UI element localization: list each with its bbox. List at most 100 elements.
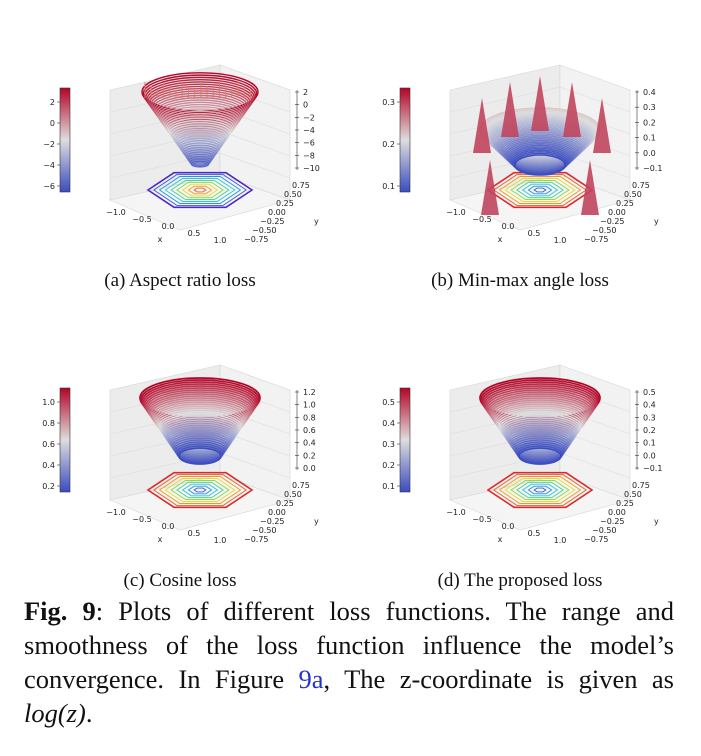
surface-band [160,106,240,134]
surface-band [163,421,237,448]
figure-reference-link[interactable]: 9a [298,664,324,694]
y-tick-a: −0.50 [252,226,277,235]
x-tick-b: −1.0 [446,208,465,217]
y-tick-d: −0.75 [584,535,609,544]
surface-peak [563,82,581,137]
surface-band [160,415,240,444]
surface-band [186,153,214,164]
surface-band [517,445,563,464]
x-tick-d: 1.0 [554,536,567,545]
z-tick-a: −8 [303,151,315,160]
colorbar-tick-c: 0.2 [42,482,55,491]
x-tick-c: −1.0 [106,508,125,517]
surface-band [500,415,580,444]
x-tick-b: 1.0 [554,236,567,245]
plot-panel-b: 0.3 0.2 0.1 0.4 0.3 0.2 0.1 0.0 −0.1 −1.0 −0.5 0.0 0… [350,20,690,305]
colorbar-tick-b: 0.1 [382,182,395,191]
contour-line [527,485,553,495]
contour-line [527,185,553,195]
surface-band [503,421,577,448]
surface-band [142,74,258,114]
y-tick-b: 0.25 [616,199,634,208]
z-tick-a: 2 [303,88,308,97]
contour-line [521,183,559,197]
y-tick-c: −0.25 [260,517,285,526]
y-tick-a: 0.50 [284,190,302,199]
colorbar-tick-d: 0.4 [382,419,395,428]
colorbar-tick-a: −4 [43,161,55,170]
surface-peak [473,98,491,153]
surface-band [512,437,568,459]
surface-band [514,441,566,461]
contour-line [533,187,547,193]
surface-band [190,160,210,168]
z-tick-b: 0.3 [643,103,656,112]
y-tick-a: −0.75 [244,235,269,244]
colorbar-tick-d: 0.3 [382,440,395,449]
z-tick-a: −2 [303,113,315,122]
surface-band [511,435,569,457]
y-tick-a: −0.25 [260,217,285,226]
y-tick-c: −0.75 [244,535,269,544]
contour-line [533,487,547,493]
z-tick-c: 0.8 [303,413,316,422]
z-tick-c: 0.6 [303,426,316,435]
z-tick-d: 0.3 [643,413,656,422]
contour-line [504,478,576,502]
surface-band [152,92,248,125]
surface-band [493,403,587,436]
x-tick-b: 0.5 [528,229,541,238]
surface-a [141,72,259,168]
surface-band [156,99,244,129]
surface-peak [593,98,611,153]
surface-band [166,117,234,141]
surface-band [513,439,567,460]
surface-c [139,377,261,465]
contour-line [510,479,570,501]
caption-math: log(z) [24,698,86,728]
y-tick-b: −0.25 [600,217,625,226]
z-tick-b: 0.0 [643,149,656,158]
surface-band [178,447,222,465]
surface-band [167,427,233,452]
figure-caption: Fig. 9: Plots of different loss function… [24,594,674,730]
subcaption-a: (a) Aspect ratio loss [104,270,256,291]
colorbar-tick-c: 1.0 [42,398,55,407]
contour-line [170,479,230,501]
contour-line [504,178,576,202]
surface-band [510,433,570,456]
contour-line [146,171,254,209]
surface-band [146,81,254,118]
surface-band [490,397,590,432]
z-tick-a: −4 [303,126,315,135]
y-tick-c: 0.50 [284,490,302,499]
colorbar-tick-a: 0 [50,119,55,128]
x-tick-d: −0.5 [472,515,491,524]
contour-line [516,181,564,199]
surface-peak [481,160,499,215]
surface-band [162,110,238,137]
colorbar-tick-b: 0.3 [382,98,395,107]
surface-band [172,437,228,459]
colorbar-c [59,387,71,493]
surface-peak [531,76,549,131]
surface-band [174,131,226,149]
z-tick-d: 0.0 [643,451,656,460]
plot-panel-a: 2 0 −2 −4 −6 2 0 −2 −4 −6 −8 −10 −1.0 −0.5 0.0 0.5 1.0 x 0… [10,20,350,305]
y-tick-d: −0.25 [600,517,625,526]
surface-d [479,377,601,465]
z-tick-a: 0 [303,101,308,110]
surface-band [507,427,573,452]
contour-line [187,485,213,495]
subcaption-b: (b) Min-max angle loss [431,270,609,291]
surface-plot-b: 0.30.20.10.40.30.20.10.0−0.1−1.0−0.50.00… [382,64,662,245]
x-tick-c: 1.0 [214,536,227,545]
contour-line [181,183,219,197]
surface-band [496,409,584,440]
y-tick-a: 0.25 [276,199,294,208]
contour-line [498,476,582,504]
x-tick-a: −0.5 [132,215,151,224]
x-axis-label-b: x [498,235,503,244]
z-tick-c: 1.2 [303,388,316,397]
colorbar-b [399,87,411,193]
